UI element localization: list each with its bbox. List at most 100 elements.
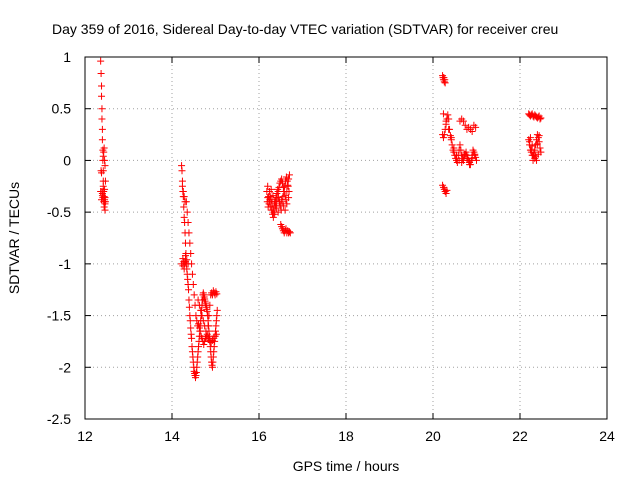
data-point [98, 115, 106, 123]
data-point [194, 296, 202, 304]
data-point [448, 141, 456, 149]
data-point [197, 306, 205, 314]
data-point [278, 175, 286, 183]
data-point [264, 194, 272, 202]
data-point [279, 193, 287, 201]
y-tick-label: 0.5 [52, 101, 72, 117]
y-tick-label: -2.5 [47, 411, 71, 427]
data-point [457, 146, 465, 154]
data-point [180, 265, 188, 273]
data-point [268, 210, 276, 218]
data-point [213, 306, 221, 314]
data-point [178, 167, 186, 175]
data-point [180, 203, 188, 211]
data-point [445, 125, 453, 133]
axis-ticks [84, 56, 608, 420]
x-tick-label: 16 [251, 428, 267, 444]
data-point [189, 281, 197, 289]
data-point [285, 228, 293, 236]
data-point [186, 317, 194, 325]
x-tick-label: 20 [425, 428, 441, 444]
data-point [442, 117, 450, 125]
data-point [201, 322, 209, 330]
data-point [286, 229, 294, 237]
x-tick-label: 18 [338, 428, 354, 444]
data-point [466, 161, 474, 169]
data-point [181, 198, 189, 206]
data-point [442, 190, 450, 198]
data-point [97, 57, 105, 65]
data-point [526, 138, 534, 146]
data-point [193, 317, 201, 325]
data-point [101, 206, 109, 214]
data-point [283, 177, 291, 185]
chart-title: Day 359 of 2016, Sidereal Day-to-day VTE… [52, 21, 558, 37]
data-point [100, 198, 108, 206]
data-point [535, 132, 543, 140]
data-point [184, 260, 192, 268]
data-point [98, 136, 106, 144]
data-point [271, 198, 279, 206]
data-point [450, 144, 458, 152]
data-point [98, 92, 106, 100]
data-point [439, 134, 447, 142]
data-point [282, 173, 290, 181]
data-point [206, 301, 214, 309]
data-point [183, 256, 191, 264]
x-tick-label: 12 [77, 428, 93, 444]
data-point [536, 144, 544, 152]
data-point [198, 312, 206, 320]
x-tick-label: 24 [599, 428, 615, 444]
data-point [528, 142, 536, 150]
data-point [98, 190, 106, 198]
data-point [181, 252, 189, 260]
data-point [473, 156, 480, 164]
data-point [532, 141, 540, 149]
data-point [533, 131, 541, 139]
y-tick-label: -0.5 [47, 204, 71, 220]
y-axis-label: SDTVAR / TECUs [6, 182, 22, 294]
data-point [98, 169, 106, 177]
data-point [468, 154, 476, 162]
data-point [101, 194, 109, 202]
data-point [185, 229, 193, 237]
data-point [185, 303, 193, 311]
data-point [268, 206, 276, 214]
data-point [267, 185, 275, 193]
data-point [185, 286, 193, 294]
data-point [195, 324, 203, 332]
data-point [184, 218, 192, 226]
data-point [456, 141, 464, 149]
data-point [201, 337, 209, 345]
tick-labels: 12 14 16 18 20 22 24 1 0.5 0 -0.5 -1 -1.5 -2 -2.5 [47, 49, 615, 444]
data-point [526, 134, 534, 142]
data-point [179, 187, 187, 195]
data-point [278, 196, 286, 204]
data-point [281, 206, 289, 214]
data-point [536, 115, 544, 123]
data-point [190, 291, 198, 299]
data-point [212, 330, 220, 338]
data-point [98, 125, 106, 133]
data-point [444, 111, 452, 119]
data-point [440, 131, 448, 139]
data-point [101, 177, 109, 185]
data-point [188, 334, 196, 342]
data-point [458, 158, 466, 166]
data-point [200, 341, 208, 349]
data-point [269, 213, 277, 221]
y-tick-label: 1 [63, 49, 71, 65]
data-point [180, 193, 188, 201]
data-point [274, 185, 282, 193]
data-point [274, 208, 282, 216]
data-point [211, 291, 219, 299]
data-point [205, 312, 213, 320]
y-tick-label: -1.5 [47, 308, 71, 324]
data-point [452, 151, 460, 159]
data-point [284, 182, 292, 190]
data-point [195, 301, 203, 309]
data-point [472, 153, 480, 161]
data-point [472, 123, 480, 131]
data-point [447, 134, 455, 142]
